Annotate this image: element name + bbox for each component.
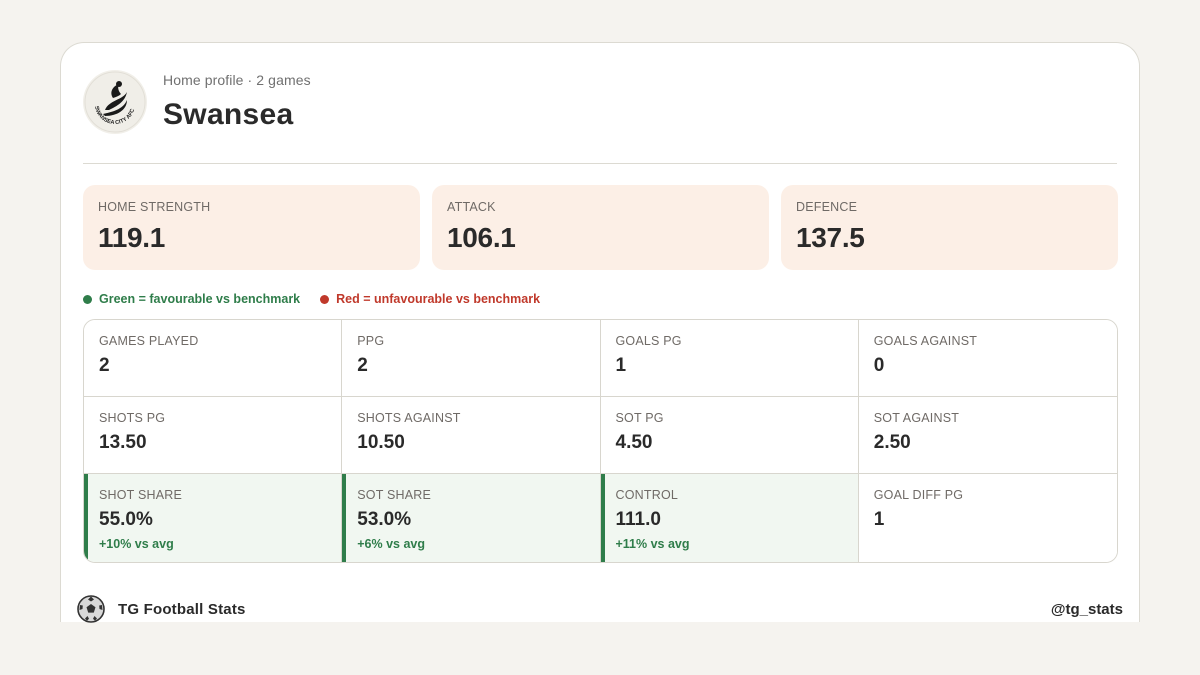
stat-value: 55.0% [99,509,153,530]
legend-item-good: Green = favourable vs benchmark [83,292,300,306]
rating-label: DEFENCE [796,200,858,214]
stat-cell-ppg: PPG 2 [342,320,601,397]
ratings-row: HOME STRENGTH 119.1 ATTACK 106.1 DEFENCE… [83,185,1118,270]
rating-label: ATTACK [447,200,496,214]
stat-diff: +11% vs avg [615,537,690,551]
rating-card-attack: ATTACK 106.1 [432,185,769,270]
team-name: Swansea [163,98,294,131]
header-text: Home profile · 2 games Swansea [163,72,311,132]
legend-bad-label: Red = unfavourable vs benchmark [336,292,541,306]
stat-label: GOALS AGAINST [873,334,978,348]
profile-header: SWANSEA CITY AFC Home profile · 2 games … [83,70,311,134]
stat-label: SOT PG [615,411,664,425]
stat-cell-shot-share: SHOT SHARE 55.0% +10% vs avg [84,474,343,562]
stat-value: 13.50 [99,432,147,453]
stat-label: CONTROL [615,488,679,502]
club-crest-icon: SWANSEA CITY AFC [83,70,147,134]
rating-label: HOME STRENGTH [98,200,211,214]
stat-label: SHOTS AGAINST [357,411,461,425]
stat-cell-goals-against: GOALS AGAINST 0 [858,320,1117,397]
stat-value: 2 [99,355,110,376]
color-legend: Green = favourable vs benchmark Red = un… [83,292,560,306]
stat-value: 1 [615,355,627,376]
stat-label: SHOTS PG [99,411,166,425]
social-handle[interactable]: @tg_stats [1050,601,1123,618]
stat-cell-control: CONTROL 111.0 +11% vs avg [600,474,859,562]
stat-value: 2.50 [873,432,911,453]
profile-subtitle: Home profile · 2 games [163,72,311,88]
stat-label: GOAL DIFF PG [873,488,964,502]
stat-cell-goal-diff-pg: GOAL DIFF PG 1 [858,474,1117,562]
stat-cell-goals-pg: GOALS PG 1 [600,320,859,397]
legend-good-label: Green = favourable vs benchmark [99,292,301,306]
red-dot-icon [320,294,330,304]
rating-value: 119.1 [98,222,166,253]
stat-cell-shots-pg: SHOTS PG 13.50 [84,397,343,474]
footer-brand: TG Football Stats [77,595,246,623]
stat-value: 10.50 [357,432,405,453]
stat-value: 53.0% [357,509,412,530]
stats-grid: GAMES PLAYED 2 PPG 2 GOALS PG 1 GOALS AG… [83,319,1118,563]
stat-cell-games-played: GAMES PLAYED 2 [84,320,343,397]
stat-value: 111.0 [615,509,661,530]
football-icon [77,595,105,623]
stat-diff: +6% vs avg [357,537,426,551]
legend-item-bad: Red = unfavourable vs benchmark [320,292,540,306]
stat-label: SHOT SHARE [99,488,183,502]
header-divider [83,163,1117,164]
stat-cell-shots-against: SHOTS AGAINST 10.50 [342,397,601,474]
stat-label: GOALS PG [615,334,682,348]
green-dot-icon [83,294,92,304]
stat-value: 4.50 [615,432,653,453]
stat-label: GAMES PLAYED [99,334,199,348]
rating-value: 137.5 [796,222,865,253]
rating-card-home-strength: HOME STRENGTH 119.1 [83,185,420,270]
stat-value: 0 [873,355,885,376]
stat-cell-sot-share: SOT SHARE 53.0% +6% vs avg [342,474,601,562]
stat-label: PPG [357,334,385,348]
stat-label: SOT SHARE [357,488,432,502]
rating-value: 106.1 [447,222,516,253]
rating-card-defence: DEFENCE 137.5 [781,185,1118,270]
team-profile-card: SWANSEA CITY AFC Home profile · 2 games … [60,42,1140,622]
stat-value: 2 [357,355,368,376]
stat-cell-sot-pg: SOT PG 4.50 [600,397,859,474]
stat-cell-sot-against: SOT AGAINST 2.50 [858,397,1117,474]
stat-diff: +10% vs avg [99,537,174,551]
stat-label: SOT AGAINST [873,411,960,425]
brand-name: TG Football Stats [118,600,246,618]
stat-value: 1 [873,509,885,530]
